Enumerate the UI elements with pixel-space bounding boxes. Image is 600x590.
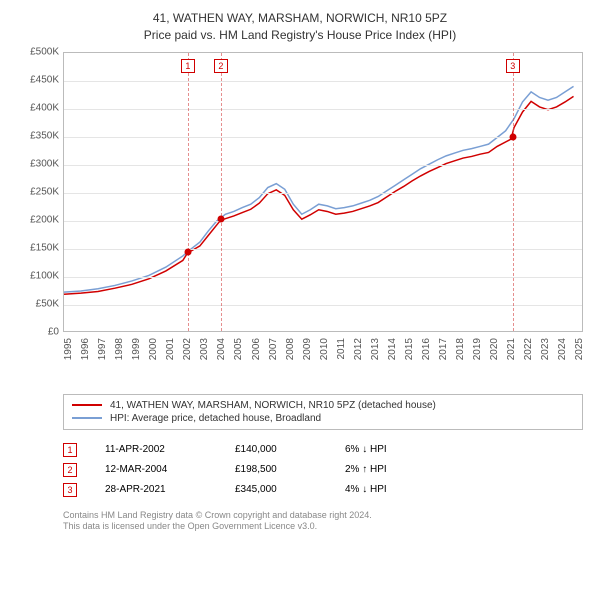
- legend-label: HPI: Average price, detached house, Broa…: [110, 413, 321, 424]
- marker-vline: [188, 53, 189, 331]
- legend-swatch: [72, 404, 102, 406]
- x-tick-label: 2009: [302, 338, 313, 360]
- titles: 41, WATHEN WAY, MARSHAM, NORWICH, NR10 5…: [15, 10, 585, 44]
- x-tick-label: 2004: [216, 338, 227, 360]
- y-axis: £0£50K£100K£150K£200K£250K£300K£350K£400…: [15, 52, 63, 332]
- x-tick-label: 2018: [455, 338, 466, 360]
- y-tick-label: £150K: [30, 242, 59, 253]
- x-tick-label: 1996: [80, 338, 91, 360]
- x-axis: 1995 1996 1997 1998 1999 2000 2001 2002 2003 2004…: [63, 334, 583, 390]
- table-marker: 3: [63, 483, 77, 497]
- title-line-2: Price paid vs. HM Land Registry's House …: [15, 27, 585, 44]
- x-tick-label: 2005: [233, 338, 244, 360]
- x-tick-label: 1997: [97, 338, 108, 360]
- marker-label-3: 3: [506, 59, 520, 73]
- x-tick-label: 2019: [472, 338, 483, 360]
- sales-table: 1 11-APR-2002£140,0006% ↓ HPI 2 12-MAR-2004…: [63, 440, 583, 500]
- table-price: £345,000: [235, 484, 345, 495]
- legend-item: HPI: Average price, detached house, Broa…: [72, 412, 574, 425]
- table-price: £140,000: [235, 444, 345, 455]
- legend-item: 41, WATHEN WAY, MARSHAM, NORWICH, NR10 5…: [72, 399, 574, 412]
- x-tick-label: 2010: [319, 338, 330, 360]
- grid-line: [64, 305, 582, 306]
- table-row: 2 12-MAR-2004£198,5002% ↑ HPI: [63, 460, 583, 480]
- marker-label-1: 1: [181, 59, 195, 73]
- x-tick-label: 2023: [540, 338, 551, 360]
- table-pct: 2% ↑ HPI: [345, 464, 445, 475]
- grid-line: [64, 277, 582, 278]
- sale-point-2: [217, 216, 224, 223]
- table-date: 28-APR-2021: [105, 484, 235, 495]
- sale-point-1: [184, 249, 191, 256]
- table-marker: 1: [63, 443, 77, 457]
- x-tick-label: 2011: [336, 338, 347, 360]
- x-tick-label: 2020: [489, 338, 500, 360]
- y-tick-label: £450K: [30, 74, 59, 85]
- x-tick-label: 1999: [131, 338, 142, 360]
- y-tick-label: £400K: [30, 102, 59, 113]
- title-line-1: 41, WATHEN WAY, MARSHAM, NORWICH, NR10 5…: [15, 10, 585, 27]
- x-tick-label: 2015: [404, 338, 415, 360]
- grid-line: [64, 193, 582, 194]
- table-row: 3 28-APR-2021£345,0004% ↓ HPI: [63, 480, 583, 500]
- x-tick-label: 2024: [557, 338, 568, 360]
- table-date: 12-MAR-2004: [105, 464, 235, 475]
- table-pct: 4% ↓ HPI: [345, 484, 445, 495]
- y-tick-label: £250K: [30, 186, 59, 197]
- grid-line: [64, 165, 582, 166]
- series-line: [64, 96, 574, 294]
- x-tick-label: 2012: [353, 338, 364, 360]
- x-tick-label: 2003: [199, 338, 210, 360]
- x-tick-label: 2006: [251, 338, 262, 360]
- x-tick-label: 2002: [182, 338, 193, 360]
- x-tick-label: 2013: [370, 338, 381, 360]
- table-marker: 2: [63, 463, 77, 477]
- grid-line: [64, 137, 582, 138]
- x-tick-label: 2008: [285, 338, 296, 360]
- x-tick-label: 2025: [574, 338, 585, 360]
- footer-line-1: Contains HM Land Registry data © Crown c…: [63, 510, 583, 522]
- table-price: £198,500: [235, 464, 345, 475]
- y-tick-label: £300K: [30, 158, 59, 169]
- grid-line: [64, 81, 582, 82]
- table-pct: 6% ↓ HPI: [345, 444, 445, 455]
- x-tick-label: 2007: [268, 338, 279, 360]
- legend-swatch: [72, 417, 102, 419]
- y-tick-label: £50K: [36, 298, 59, 309]
- x-tick-label: 1995: [63, 338, 74, 360]
- y-tick-label: £100K: [30, 270, 59, 281]
- marker-label-2: 2: [214, 59, 228, 73]
- marker-vline: [221, 53, 222, 331]
- legend-label: 41, WATHEN WAY, MARSHAM, NORWICH, NR10 5…: [110, 400, 436, 411]
- sale-point-3: [509, 134, 516, 141]
- footer: Contains HM Land Registry data © Crown c…: [63, 510, 583, 533]
- x-tick-label: 2014: [387, 338, 398, 360]
- y-tick-label: £500K: [30, 46, 59, 57]
- table-row: 1 11-APR-2002£140,0006% ↓ HPI: [63, 440, 583, 460]
- table-date: 11-APR-2002: [105, 444, 235, 455]
- y-tick-label: £200K: [30, 214, 59, 225]
- x-tick-label: 2017: [438, 338, 449, 360]
- footer-line-2: This data is licensed under the Open Gov…: [63, 521, 583, 533]
- grid-line: [64, 109, 582, 110]
- chart-area: £0 £50K £100K £150K £200K £250K £300K £350K £400…: [15, 52, 585, 392]
- x-tick-label: 2022: [523, 338, 534, 360]
- y-tick-label: £350K: [30, 130, 59, 141]
- plot-area: 1 2 3: [63, 52, 583, 332]
- chart-container: 41, WATHEN WAY, MARSHAM, NORWICH, NR10 5…: [0, 0, 600, 541]
- x-tick-label: 1998: [114, 338, 125, 360]
- line-series-svg: [64, 53, 582, 331]
- x-tick-label: 2021: [506, 338, 517, 360]
- series-line: [64, 86, 574, 292]
- y-tick-label: £0: [48, 326, 59, 337]
- x-tick-label: 2001: [165, 338, 176, 360]
- legend: 41, WATHEN WAY, MARSHAM, NORWICH, NR10 5…: [63, 394, 583, 430]
- marker-vline: [513, 53, 514, 331]
- x-tick-label: 2000: [148, 338, 159, 360]
- grid-line: [64, 249, 582, 250]
- grid-line: [64, 221, 582, 222]
- x-tick-label: 2016: [421, 338, 432, 360]
